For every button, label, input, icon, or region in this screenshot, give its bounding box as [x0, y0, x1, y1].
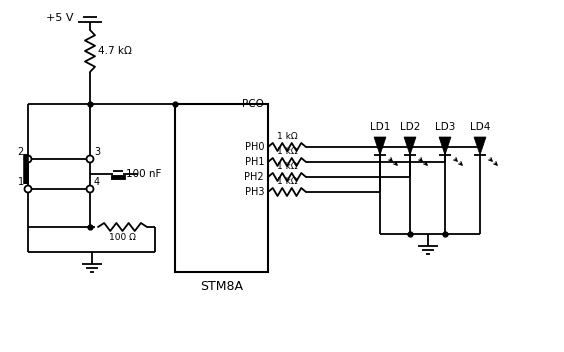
Text: PH3: PH3	[245, 187, 264, 197]
Bar	[175, 104, 268, 272]
Polygon shape	[474, 137, 486, 155]
Text: PCO: PCO	[242, 99, 264, 109]
Text: 4: 4	[94, 177, 100, 187]
Text: 2: 2	[17, 147, 24, 157]
Text: 100 nF: 100 nF	[126, 169, 161, 179]
Text: 1 kΩ: 1 kΩ	[277, 162, 297, 171]
Text: 1 kΩ: 1 kΩ	[277, 147, 297, 156]
Text: LD1: LD1	[370, 122, 390, 132]
Text: 1: 1	[18, 177, 24, 187]
Text: PH0: PH0	[245, 142, 264, 152]
Text: 100 Ω: 100 Ω	[109, 233, 136, 242]
Text: STM8A: STM8A	[200, 279, 243, 293]
Text: LD2: LD2	[400, 122, 420, 132]
Text: PH1: PH1	[245, 157, 264, 167]
Polygon shape	[374, 137, 386, 155]
Text: 4.7 kΩ: 4.7 kΩ	[98, 46, 132, 56]
Polygon shape	[404, 137, 416, 155]
Text: LD3: LD3	[435, 122, 455, 132]
Text: LD4: LD4	[470, 122, 490, 132]
Text: 1 kΩ: 1 kΩ	[277, 132, 297, 141]
Text: PH2: PH2	[244, 172, 264, 182]
Text: 1 kΩ: 1 kΩ	[277, 177, 297, 186]
Text: +5 V: +5 V	[46, 13, 73, 23]
Polygon shape	[439, 137, 451, 155]
Text: 3: 3	[94, 147, 100, 157]
